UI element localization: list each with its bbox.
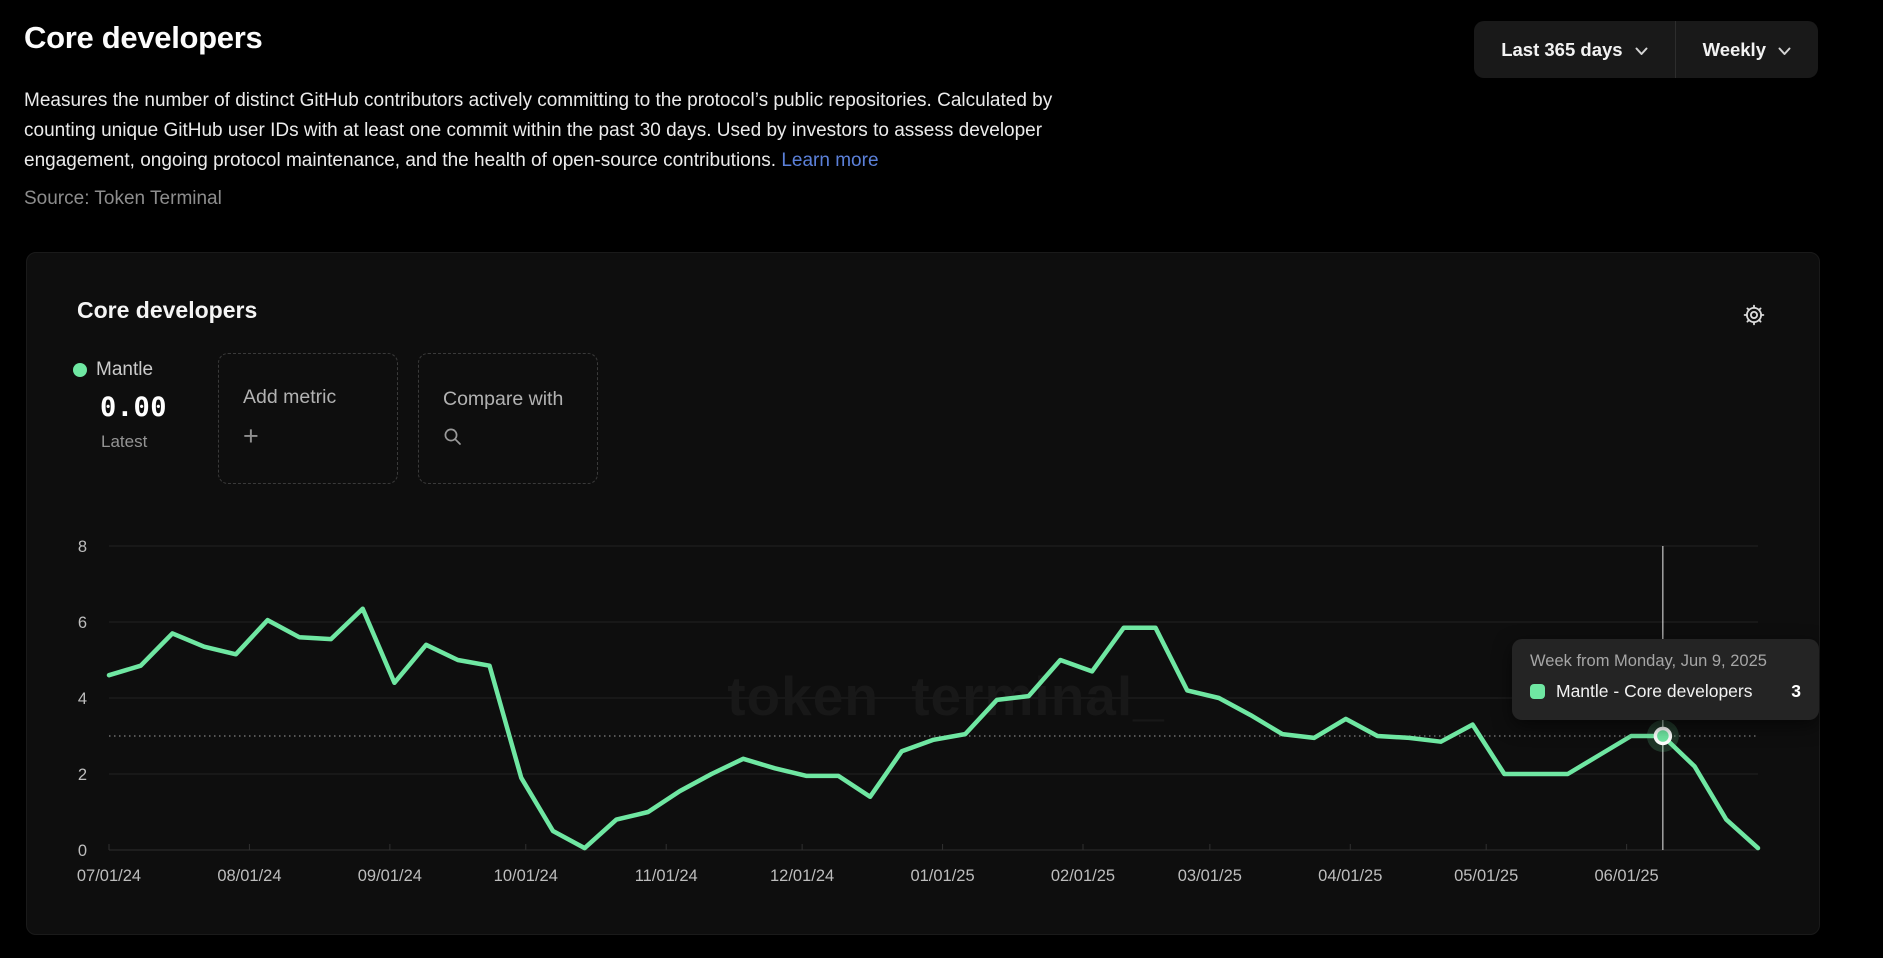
range-dropdown-label: Last 365 days [1501,38,1623,60]
x-axis-label-07/01/24: 07/01/24 [77,867,141,885]
x-axis-label-06/01/25: 06/01/25 [1595,867,1659,885]
series-color-dot [73,363,87,377]
controls-divider [1674,21,1676,78]
x-axis-label-09/01/24: 09/01/24 [358,867,422,885]
y-axis-label-8: 8 [78,538,87,556]
line-chart[interactable]: 0 2 4 6 8 token terminal_ 07/01/24 08/01/24 09/0… [27,253,1821,936]
x-axis-label-01/01/25: 01/01/25 [910,867,974,885]
add-metric-button[interactable]: Add metric + [218,353,398,484]
series-legend-chip[interactable]: Mantle 0.00 Latest [73,359,167,452]
range-dropdown[interactable]: Last 365 days [1474,21,1674,78]
plus-icon: + [243,420,259,451]
chevron-down-icon [1778,39,1791,61]
x-axis-label-12/01/24: 12/01/24 [770,867,834,885]
source-line: Source: Token Terminal [24,188,222,209]
page-title: Core developers [24,20,263,55]
y-axis-label-4: 4 [78,690,87,708]
compare-with-button[interactable]: Compare with [418,353,598,484]
x-axis-label-08/01/24: 08/01/24 [217,867,281,885]
y-axis-label-6: 6 [78,614,87,632]
gear-icon[interactable] [1739,301,1769,331]
x-axis-label-04/01/25: 04/01/25 [1318,867,1382,885]
tooltip-date: Week from Monday, Jun 9, 2025 [1530,652,1767,670]
granularity-dropdown[interactable]: Weekly [1676,21,1818,78]
chart-card: Core developers Mantle 0.00 Latest Add m… [26,252,1820,935]
search-icon [443,427,573,449]
time-controls: Last 365 days Weekly [1474,21,1818,78]
x-axis-label-05/01/25: 05/01/25 [1454,867,1518,885]
chevron-down-icon [1635,39,1648,61]
chart-card-title: Core developers [77,297,258,323]
tooltip-value: 3 [1791,681,1801,701]
series-name: Mantle [96,359,154,380]
learn-more-link[interactable]: Learn more [781,150,879,171]
x-axis-label-10/01/24: 10/01/24 [494,867,558,885]
add-metric-label: Add metric [243,385,337,408]
y-axis-label-2: 2 [78,766,87,784]
compare-with-label: Compare with [443,388,564,410]
y-axis-label-0: 0 [78,842,87,860]
metric-description: Measures the number of distinct GitHub c… [24,86,1052,176]
x-axis-label-11/01/24: 11/01/24 [635,867,698,885]
series-line-mantle [106,606,1761,851]
hover-point [1653,726,1673,746]
tooltip-series-name: Mantle - Core developers [1556,681,1753,701]
description-line-1: Measures the number of distinct GitHub c… [24,90,1053,111]
description-line-3: engagement, ongoing protocol maintenance… [24,150,777,171]
chart-tooltip: Week from Monday, Jun 9, 2025 Mantle - C… [1512,639,1819,720]
latest-value: 0.00 [100,392,168,423]
granularity-dropdown-label: Weekly [1702,38,1766,60]
x-axis-label-03/01/25: 03/01/25 [1178,867,1242,885]
tooltip-series-swatch [1530,684,1545,699]
x-axis-label-02/01/25: 02/01/25 [1051,867,1115,885]
description-line-2: counting unique GitHub user IDs with at … [24,120,1043,141]
latest-caption: Latest [101,432,148,451]
token-terminal-watermark: token terminal_ [727,665,1165,727]
